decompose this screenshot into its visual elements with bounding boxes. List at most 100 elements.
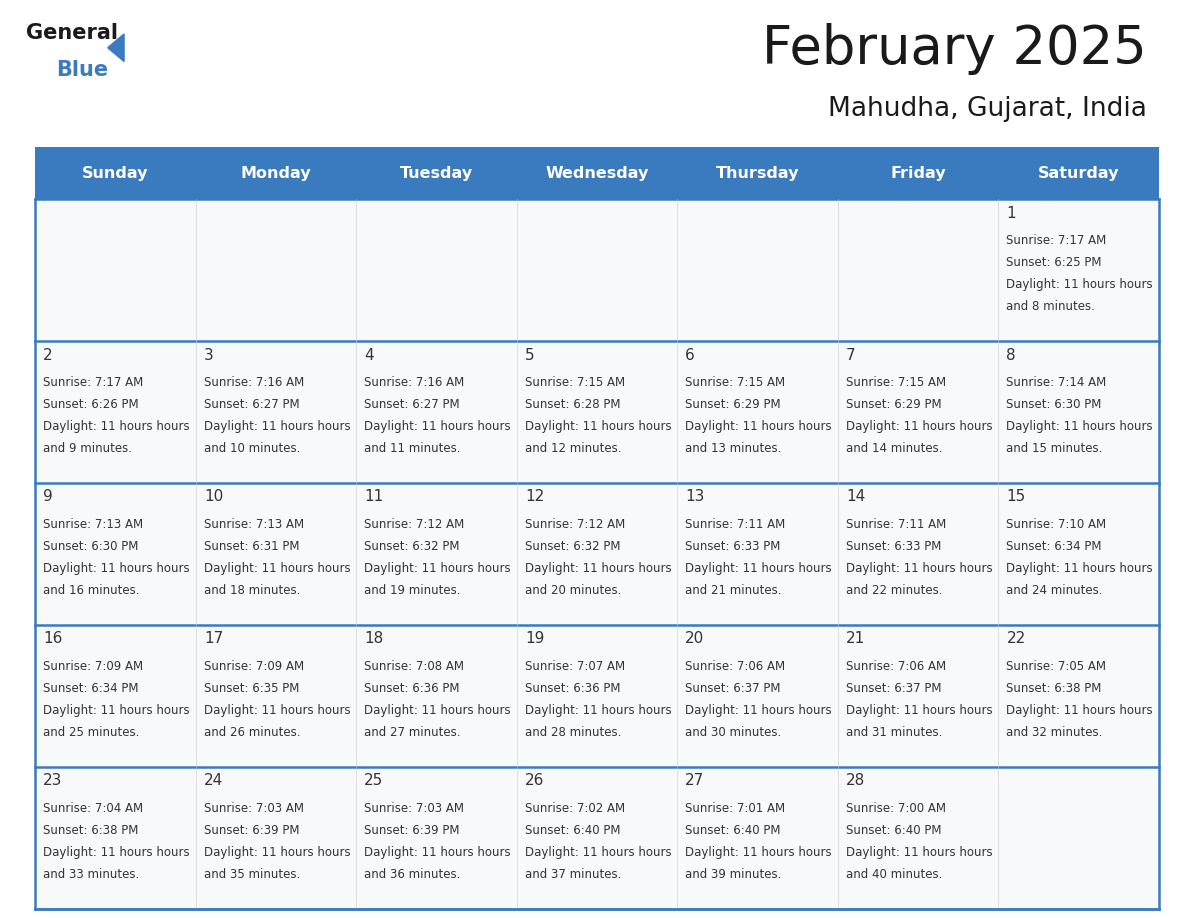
Text: Monday: Monday [240,165,311,181]
Bar [838,147,998,199]
Text: Daylight: 11 hours hours: Daylight: 11 hours hours [365,704,511,717]
Text: 3: 3 [204,348,214,363]
Text: and 12 minutes.: and 12 minutes. [525,442,621,455]
Bar [517,483,677,625]
Text: Sunrise: 7:05 AM: Sunrise: 7:05 AM [1006,660,1106,673]
Text: 5: 5 [525,348,535,363]
Text: Sunrise: 7:16 AM: Sunrise: 7:16 AM [365,376,465,389]
Bar [196,625,356,767]
Text: 22: 22 [1006,632,1025,646]
Text: Daylight: 11 hours hours: Daylight: 11 hours hours [525,704,671,717]
Text: Friday: Friday [890,165,946,181]
Text: and 13 minutes.: and 13 minutes. [685,442,782,455]
Bar [356,341,517,483]
Text: 23: 23 [43,773,63,789]
Text: Sunrise: 7:06 AM: Sunrise: 7:06 AM [685,660,785,673]
Text: 24: 24 [204,773,223,789]
Bar [356,625,517,767]
Text: Sunset: 6:40 PM: Sunset: 6:40 PM [685,823,781,837]
Text: 2: 2 [43,348,53,363]
Text: Sunrise: 7:12 AM: Sunrise: 7:12 AM [365,518,465,531]
Text: Sunset: 6:34 PM: Sunset: 6:34 PM [1006,540,1102,553]
Bar [356,483,517,625]
Text: and 24 minutes.: and 24 minutes. [1006,584,1102,597]
Text: Daylight: 11 hours hours: Daylight: 11 hours hours [204,845,350,859]
Text: Sunset: 6:32 PM: Sunset: 6:32 PM [525,540,620,553]
Bar [356,767,517,909]
Text: Sunrise: 7:17 AM: Sunrise: 7:17 AM [43,376,144,389]
Text: Sunrise: 7:13 AM: Sunrise: 7:13 AM [43,518,144,531]
Text: Sunset: 6:29 PM: Sunset: 6:29 PM [685,398,781,411]
Text: 1: 1 [1006,206,1016,220]
Text: and 26 minutes.: and 26 minutes. [204,726,301,739]
Text: 11: 11 [365,489,384,505]
Text: 10: 10 [204,489,223,505]
Text: Sunrise: 7:11 AM: Sunrise: 7:11 AM [685,518,785,531]
Text: and 27 minutes.: and 27 minutes. [365,726,461,739]
Text: 20: 20 [685,632,704,646]
Text: Daylight: 11 hours hours: Daylight: 11 hours hours [685,420,832,433]
Text: Sunrise: 7:06 AM: Sunrise: 7:06 AM [846,660,946,673]
Text: 26: 26 [525,773,544,789]
Text: Thursday: Thursday [715,165,800,181]
Bar [677,767,838,909]
Text: Sunrise: 7:15 AM: Sunrise: 7:15 AM [685,376,785,389]
Bar [36,147,196,199]
Text: and 16 minutes.: and 16 minutes. [43,584,140,597]
Text: 15: 15 [1006,489,1025,505]
Text: Sunset: 6:30 PM: Sunset: 6:30 PM [43,540,139,553]
Text: and 19 minutes.: and 19 minutes. [365,584,461,597]
Bar [998,147,1158,199]
Text: 12: 12 [525,489,544,505]
Bar [677,483,838,625]
Text: and 21 minutes.: and 21 minutes. [685,584,782,597]
Text: Daylight: 11 hours hours: Daylight: 11 hours hours [525,562,671,575]
Text: Sunset: 6:38 PM: Sunset: 6:38 PM [43,823,139,837]
Text: Saturday: Saturday [1037,165,1119,181]
Text: Blue: Blue [56,60,108,80]
Text: Sunset: 6:39 PM: Sunset: 6:39 PM [365,823,460,837]
Bar [196,483,356,625]
Text: and 39 minutes.: and 39 minutes. [685,868,782,881]
Text: Sunrise: 7:15 AM: Sunrise: 7:15 AM [846,376,946,389]
Bar [677,147,838,199]
Text: Daylight: 11 hours hours: Daylight: 11 hours hours [1006,562,1154,575]
Text: Sunset: 6:36 PM: Sunset: 6:36 PM [365,682,460,695]
Text: Sunrise: 7:09 AM: Sunrise: 7:09 AM [43,660,144,673]
Bar [517,625,677,767]
Text: Daylight: 11 hours hours: Daylight: 11 hours hours [846,845,992,859]
Text: and 22 minutes.: and 22 minutes. [846,584,942,597]
Text: Daylight: 11 hours hours: Daylight: 11 hours hours [846,420,992,433]
Text: Sunset: 6:27 PM: Sunset: 6:27 PM [204,398,299,411]
Bar [517,147,677,199]
Text: Daylight: 11 hours hours: Daylight: 11 hours hours [43,420,190,433]
Text: 28: 28 [846,773,865,789]
Text: and 15 minutes.: and 15 minutes. [1006,442,1102,455]
Text: Sunrise: 7:10 AM: Sunrise: 7:10 AM [1006,518,1106,531]
Text: and 8 minutes.: and 8 minutes. [1006,300,1095,313]
Text: 19: 19 [525,632,544,646]
Text: and 14 minutes.: and 14 minutes. [846,442,942,455]
Text: Sunset: 6:27 PM: Sunset: 6:27 PM [365,398,460,411]
Bar [356,147,517,199]
Text: Daylight: 11 hours hours: Daylight: 11 hours hours [365,420,511,433]
Bar [356,199,517,341]
Text: Sunset: 6:35 PM: Sunset: 6:35 PM [204,682,299,695]
Text: Sunset: 6:28 PM: Sunset: 6:28 PM [525,398,620,411]
Bar [517,341,677,483]
Bar [196,147,356,199]
Text: Daylight: 11 hours hours: Daylight: 11 hours hours [846,704,992,717]
Text: Sunrise: 7:00 AM: Sunrise: 7:00 AM [846,801,946,815]
Text: Sunrise: 7:11 AM: Sunrise: 7:11 AM [846,518,946,531]
Polygon shape [108,34,124,62]
Text: Sunday: Sunday [82,165,148,181]
Text: Sunset: 6:37 PM: Sunset: 6:37 PM [846,682,941,695]
Text: General: General [26,23,118,43]
Text: and 30 minutes.: and 30 minutes. [685,726,782,739]
Text: Sunrise: 7:04 AM: Sunrise: 7:04 AM [43,801,144,815]
Text: Sunset: 6:36 PM: Sunset: 6:36 PM [525,682,620,695]
Bar [838,625,998,767]
Bar [36,767,196,909]
Text: Daylight: 11 hours hours: Daylight: 11 hours hours [1006,278,1154,291]
Text: Sunset: 6:40 PM: Sunset: 6:40 PM [525,823,620,837]
